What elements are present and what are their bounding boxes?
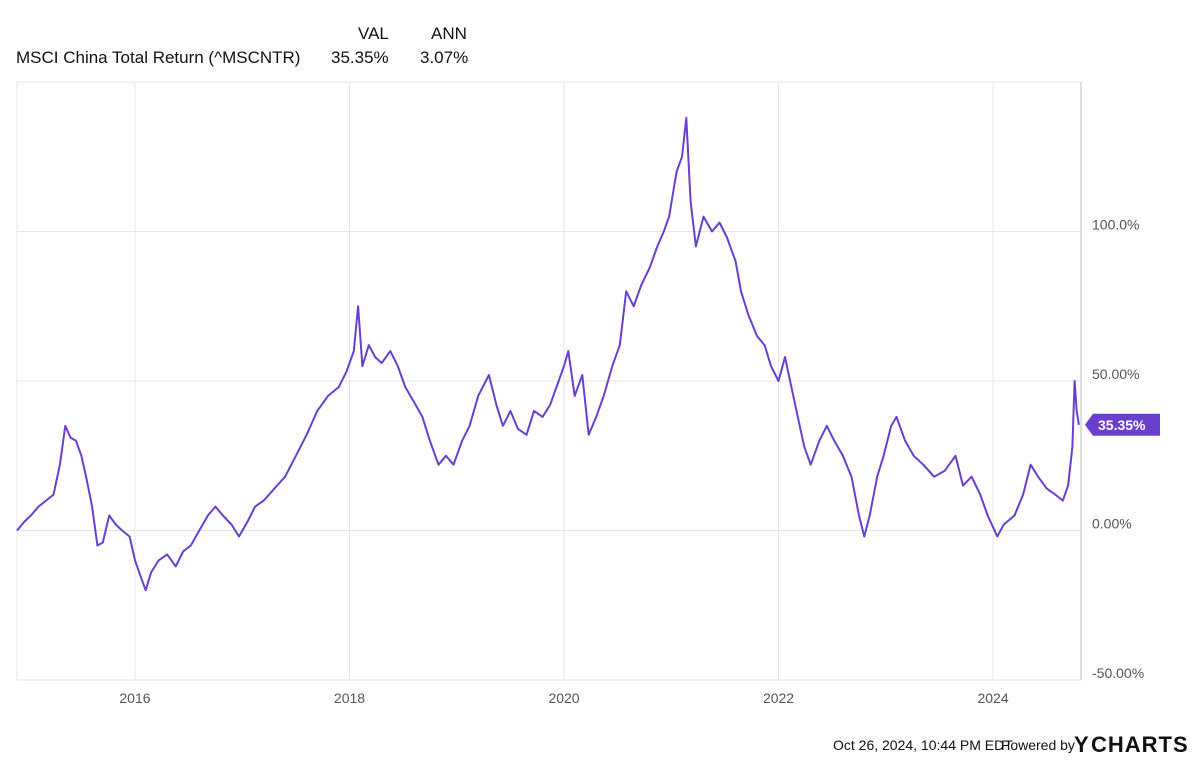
- series-ann: 3.07%: [420, 48, 468, 67]
- x-tick-label: 2020: [548, 690, 579, 706]
- y-tick-label: -50.00%: [1092, 665, 1144, 681]
- ycharts-logo-y: Y: [1074, 732, 1090, 757]
- last-value-badge: 35.35%: [1085, 413, 1160, 436]
- series-val: 35.35%: [331, 48, 389, 67]
- y-tick-label: 0.00%: [1092, 516, 1132, 532]
- series-line: [16, 116, 1080, 592]
- x-tick-label: 2016: [119, 690, 150, 706]
- grid-layer: [17, 82, 1082, 681]
- x-tick-label: 2024: [977, 690, 1008, 706]
- series-label: MSCI China Total Return (^MSCNTR): [16, 48, 300, 67]
- header-col-val: VAL: [358, 24, 389, 43]
- badge-shape: [1085, 413, 1160, 436]
- series-layer: [16, 116, 1080, 592]
- y-tick-label: 50.00%: [1092, 366, 1139, 382]
- y-tick-label: 100.0%: [1092, 217, 1139, 233]
- header-col-ann: ANN: [431, 24, 467, 43]
- footer-powered-by: Powered by: [1001, 737, 1075, 753]
- badge-label: 35.35%: [1098, 417, 1146, 433]
- x-axis-ticks: 2016 2018 2020 2022 2024: [119, 690, 1008, 706]
- footer-timestamp: Oct 26, 2024, 10:44 PM EDT: [833, 737, 1013, 753]
- ycharts-logo-text: CHARTS: [1091, 732, 1189, 757]
- x-tick-label: 2018: [334, 690, 365, 706]
- x-tick-label: 2022: [763, 690, 794, 706]
- y-axis-ticks: 100.0% 50.00% 0.00% -50.00%: [1092, 217, 1144, 682]
